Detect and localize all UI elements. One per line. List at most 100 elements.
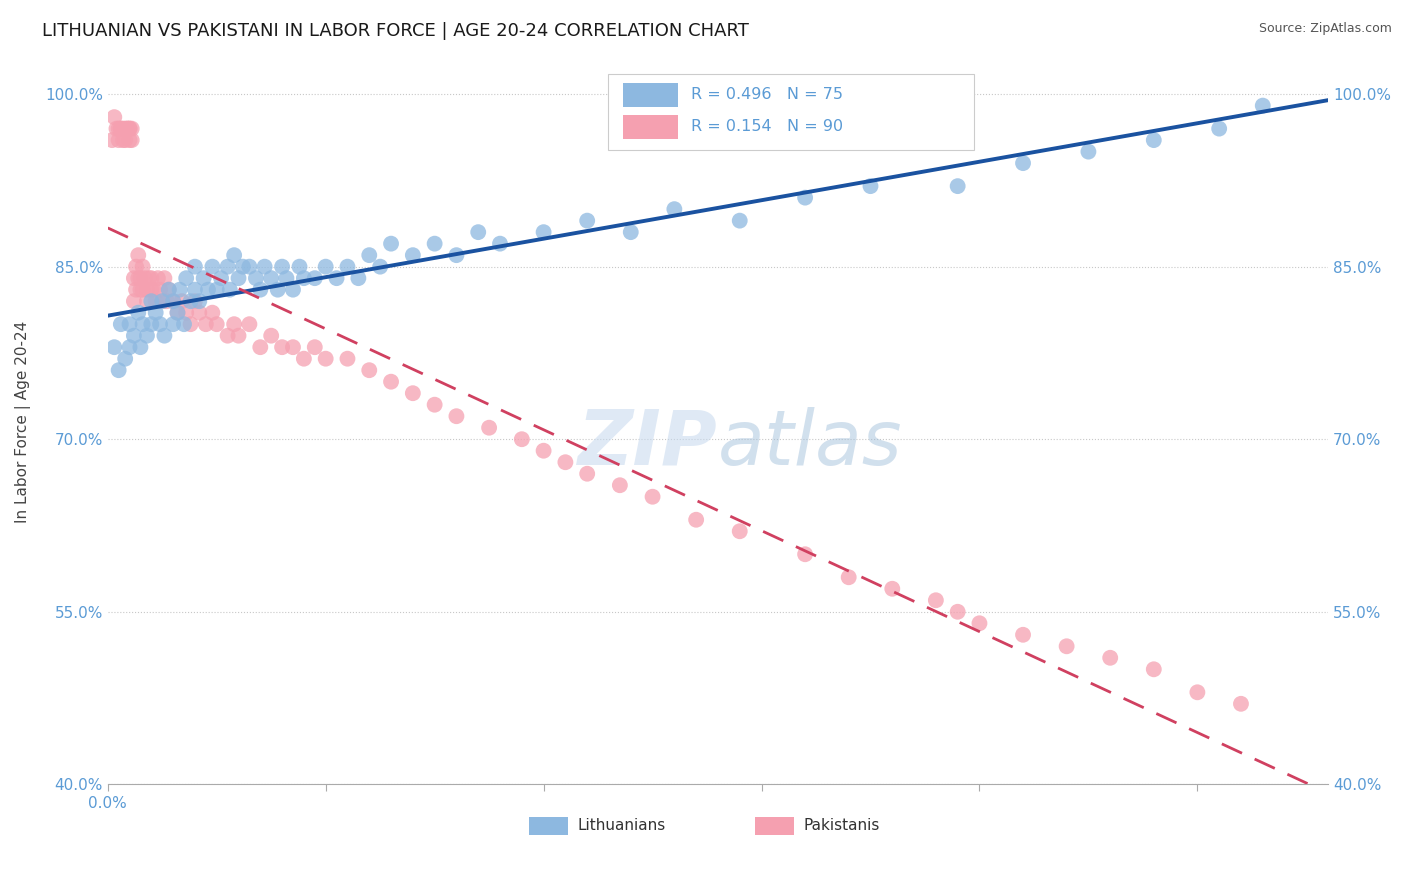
- Point: [368, 260, 391, 274]
- Point: [576, 213, 599, 227]
- Point: [194, 317, 217, 331]
- Point: [228, 328, 250, 343]
- Point: [121, 121, 143, 136]
- Point: [1012, 628, 1035, 642]
- Point: [402, 386, 425, 401]
- Point: [245, 271, 267, 285]
- Point: [794, 191, 817, 205]
- Point: [141, 283, 163, 297]
- Point: [271, 260, 294, 274]
- Point: [153, 328, 176, 343]
- Point: [794, 547, 817, 561]
- Point: [533, 225, 555, 239]
- Point: [157, 283, 180, 297]
- Point: [620, 225, 643, 239]
- Point: [125, 260, 148, 274]
- Point: [188, 294, 211, 309]
- Point: [533, 443, 555, 458]
- Point: [145, 294, 167, 309]
- Point: [1143, 133, 1166, 147]
- Point: [347, 271, 370, 285]
- Point: [576, 467, 599, 481]
- Point: [153, 271, 176, 285]
- Point: [292, 271, 315, 285]
- Text: ZIP: ZIP: [578, 407, 718, 481]
- Point: [224, 248, 246, 262]
- FancyBboxPatch shape: [529, 817, 568, 835]
- Point: [105, 121, 128, 136]
- Point: [304, 271, 326, 285]
- Point: [249, 283, 271, 297]
- Point: [107, 133, 129, 147]
- Point: [249, 340, 271, 354]
- Point: [117, 121, 139, 136]
- Point: [1230, 697, 1253, 711]
- Point: [728, 524, 751, 539]
- Point: [205, 317, 228, 331]
- Point: [276, 271, 298, 285]
- Text: R = 0.496   N = 75: R = 0.496 N = 75: [692, 87, 844, 102]
- Point: [685, 513, 707, 527]
- Point: [1251, 98, 1274, 112]
- Point: [423, 236, 446, 251]
- Point: [111, 133, 134, 147]
- Point: [336, 351, 359, 366]
- Point: [260, 271, 283, 285]
- Point: [136, 283, 159, 297]
- Point: [127, 306, 149, 320]
- Point: [131, 283, 153, 297]
- Point: [232, 260, 254, 274]
- Point: [271, 340, 294, 354]
- Point: [110, 121, 132, 136]
- Point: [169, 283, 191, 297]
- Point: [478, 420, 501, 434]
- Point: [489, 236, 512, 251]
- Point: [882, 582, 904, 596]
- Point: [253, 260, 276, 274]
- Point: [118, 340, 141, 354]
- Point: [107, 363, 129, 377]
- Point: [129, 271, 152, 285]
- Point: [238, 317, 260, 331]
- Y-axis label: In Labor Force | Age 20-24: In Labor Force | Age 20-24: [15, 321, 31, 523]
- Point: [129, 340, 152, 354]
- Point: [325, 271, 347, 285]
- Point: [402, 248, 425, 262]
- Point: [114, 121, 136, 136]
- Text: atlas: atlas: [718, 407, 903, 481]
- Point: [184, 294, 207, 309]
- Point: [162, 294, 184, 309]
- Point: [946, 179, 969, 194]
- Point: [122, 271, 145, 285]
- Point: [224, 317, 246, 331]
- Point: [315, 351, 337, 366]
- Point: [110, 121, 132, 136]
- Point: [110, 317, 132, 331]
- Point: [423, 398, 446, 412]
- Point: [166, 306, 188, 320]
- Point: [281, 340, 304, 354]
- Point: [149, 283, 172, 297]
- Point: [107, 121, 129, 136]
- Point: [281, 283, 304, 297]
- Point: [129, 283, 152, 297]
- Point: [166, 306, 188, 320]
- Point: [228, 271, 250, 285]
- Point: [664, 202, 686, 216]
- Point: [838, 570, 860, 584]
- Point: [1187, 685, 1209, 699]
- Point: [180, 294, 202, 309]
- Point: [122, 294, 145, 309]
- Point: [146, 271, 169, 285]
- Point: [380, 375, 402, 389]
- Point: [149, 317, 172, 331]
- Point: [174, 306, 197, 320]
- Point: [170, 294, 193, 309]
- Point: [205, 283, 228, 297]
- Point: [201, 260, 224, 274]
- Point: [157, 283, 180, 297]
- Point: [267, 283, 290, 297]
- Point: [173, 317, 195, 331]
- Text: LITHUANIAN VS PAKISTANI IN LABOR FORCE | AGE 20-24 CORRELATION CHART: LITHUANIAN VS PAKISTANI IN LABOR FORCE |…: [42, 22, 749, 40]
- Point: [292, 351, 315, 366]
